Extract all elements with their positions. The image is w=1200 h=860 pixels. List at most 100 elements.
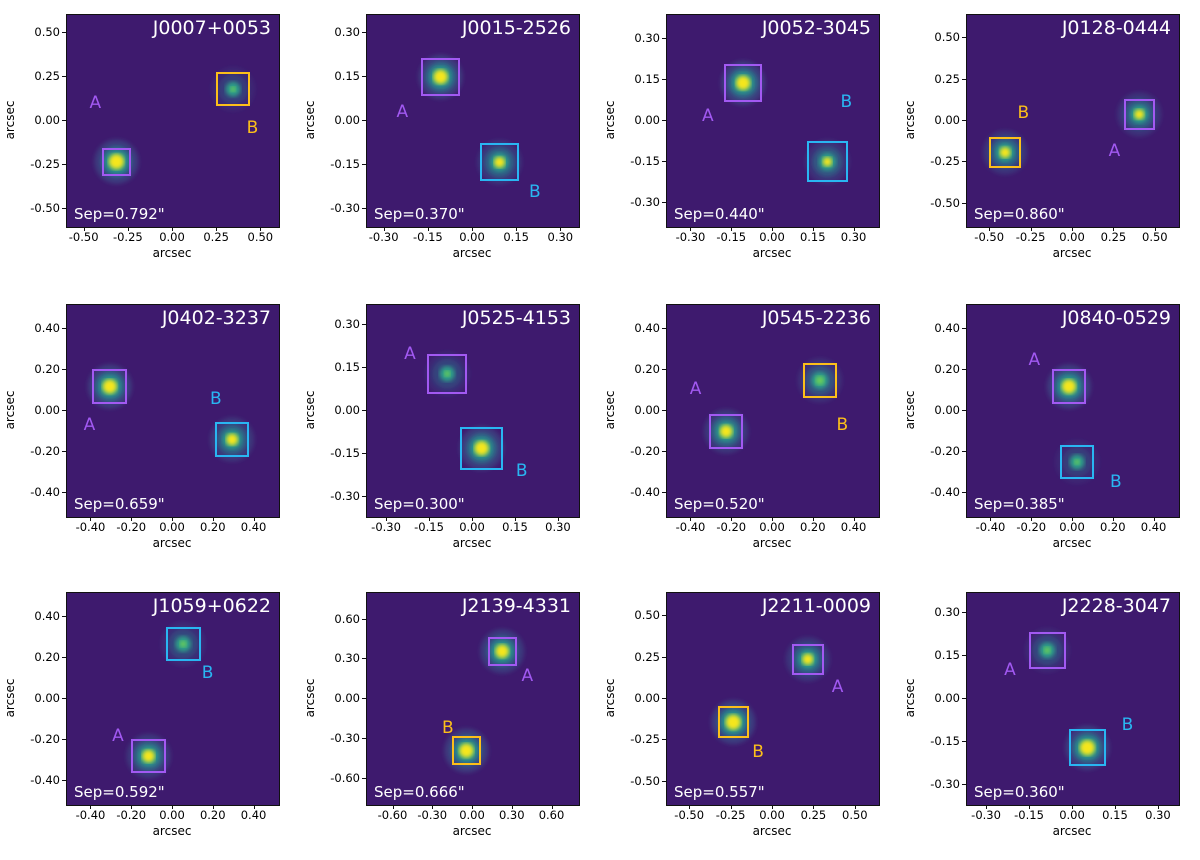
separation-label: Sep=0.520" (674, 495, 765, 513)
x-axis-label: arcsec (752, 246, 792, 260)
panel-j1059+0622: A B J1059+0622 Sep=0.592" -0.40 -0.20 0.00 0.20… (0, 578, 300, 860)
source-B-glow (230, 86, 236, 92)
source-A-box (92, 369, 128, 404)
image-plot: A B J1059+0622 Sep=0.592" (66, 592, 280, 806)
source-A-label: A (396, 102, 409, 123)
image-plot: A B J0015-2526 Sep=0.370" (366, 14, 580, 228)
image-plot: A B J0402-3237 Sep=0.659" (66, 304, 280, 518)
y-tick-mark (362, 367, 366, 369)
x-tick-label: 0.30 (545, 520, 571, 534)
y-axis-label: arcsec (3, 390, 17, 430)
x-tick-label: -0.25 (715, 808, 746, 822)
object-name: J1059+0622 (152, 595, 271, 617)
x-tick-label: -0.25 (112, 230, 143, 244)
x-axis-label: arcsec (1052, 824, 1092, 838)
y-axis-label: arcsec (603, 100, 617, 140)
x-tick-label: -0.15 (1014, 808, 1044, 822)
source-image (444, 629, 525, 773)
x-tick-mark (1112, 517, 1114, 521)
source-A-glow (719, 425, 733, 438)
source-A-glow (444, 370, 451, 377)
x-tick-mark (1030, 227, 1032, 231)
y-tick-mark (962, 783, 966, 785)
y-tick-mark (962, 450, 966, 452)
source-image (721, 60, 850, 184)
y-tick-label: 0.00 (934, 691, 960, 705)
object-name: J0007+0053 (152, 17, 271, 39)
source-A-glow (102, 379, 117, 394)
y-tick-mark (362, 658, 366, 660)
source-B-box (989, 136, 1021, 169)
separation-label: Sep=0.360" (974, 783, 1065, 801)
y-tick-label: 0.00 (34, 403, 60, 417)
y-tick-label: -0.50 (930, 195, 960, 210)
y-tick-mark (362, 75, 366, 77)
y-tick-mark (62, 738, 66, 740)
x-tick-mark (392, 805, 394, 809)
y-tick-label: -0.25 (930, 154, 960, 169)
y-axis-label: arcsec (303, 100, 317, 140)
y-tick-mark (662, 120, 666, 121)
x-tick-label: -0.50 (68, 230, 99, 244)
source-image (711, 637, 830, 745)
y-tick-label: 0.00 (634, 113, 660, 127)
source-B-glow (459, 743, 474, 758)
x-tick-mark (1113, 227, 1115, 231)
x-tick-label: -0.30 (371, 520, 401, 534)
x-tick-label: -0.15 (414, 520, 444, 534)
x-tick-label: 0.50 (1142, 230, 1168, 244)
source-B-glow (1074, 459, 1080, 465)
x-axis-label: arcsec (752, 536, 792, 550)
y-tick-mark (62, 616, 66, 618)
x-tick-mark (986, 805, 988, 809)
source-B-glow (226, 433, 238, 446)
source-B-box (802, 363, 838, 398)
x-tick-label: 0.15 (502, 520, 528, 534)
x-tick-mark (772, 227, 773, 231)
y-tick-mark (962, 328, 966, 330)
y-tick-mark (62, 75, 66, 77)
object-name: J2228-3047 (1061, 595, 1171, 617)
source-A-box (1028, 631, 1066, 669)
y-tick-mark (662, 79, 666, 81)
x-tick-label: 0.00 (159, 520, 185, 534)
x-axis-label: arcsec (452, 246, 492, 260)
y-tick-label: -0.15 (330, 445, 360, 460)
image-plot: A B J0052-3045 Sep=0.440" (666, 14, 880, 228)
source-B-label: B (246, 118, 259, 139)
x-tick-label: 0.00 (1059, 520, 1085, 534)
y-tick-label: -0.15 (630, 153, 660, 168)
y-tick-mark (962, 698, 966, 699)
source-A-glow (1043, 647, 1051, 654)
x-tick-mark (551, 805, 553, 809)
separation-label: Sep=0.557" (674, 783, 765, 801)
panel-j0052-3045: A B J0052-3045 Sep=0.440" -0.30 -0.15 0.00 0.15… (600, 0, 900, 282)
y-tick-label: -0.30 (930, 776, 960, 791)
x-tick-label: 0.25 (1100, 230, 1127, 244)
y-axis-label: arcsec (603, 678, 617, 718)
y-tick-label: -0.15 (930, 733, 960, 748)
image-plot: A B J0545-2236 Sep=0.520" (666, 304, 880, 518)
x-tick-label: -0.15 (412, 230, 443, 244)
y-tick-label: 0.40 (934, 321, 960, 336)
x-tick-label: 0.30 (498, 808, 525, 822)
source-B-label: B (441, 718, 454, 739)
y-tick-mark (62, 164, 66, 166)
source-B-label: B (752, 742, 764, 762)
source-A-glow (1061, 379, 1076, 394)
source-B-box (1059, 444, 1095, 480)
y-tick-label: -0.20 (630, 443, 660, 458)
y-tick-mark (662, 410, 666, 411)
x-axis-label: arcsec (152, 246, 192, 260)
y-tick-mark (362, 698, 366, 699)
y-tick-mark (962, 202, 966, 204)
source-A-label: A (89, 93, 102, 114)
x-tick-mark (432, 805, 434, 809)
y-tick-label: -0.20 (30, 443, 60, 458)
source-B-box (806, 141, 848, 183)
source-A-label: A (1108, 140, 1121, 161)
x-tick-label: 0.40 (240, 808, 267, 822)
x-axis-label: arcsec (1052, 536, 1092, 550)
y-tick-label: -0.40 (30, 484, 60, 499)
y-tick-mark (962, 37, 966, 39)
